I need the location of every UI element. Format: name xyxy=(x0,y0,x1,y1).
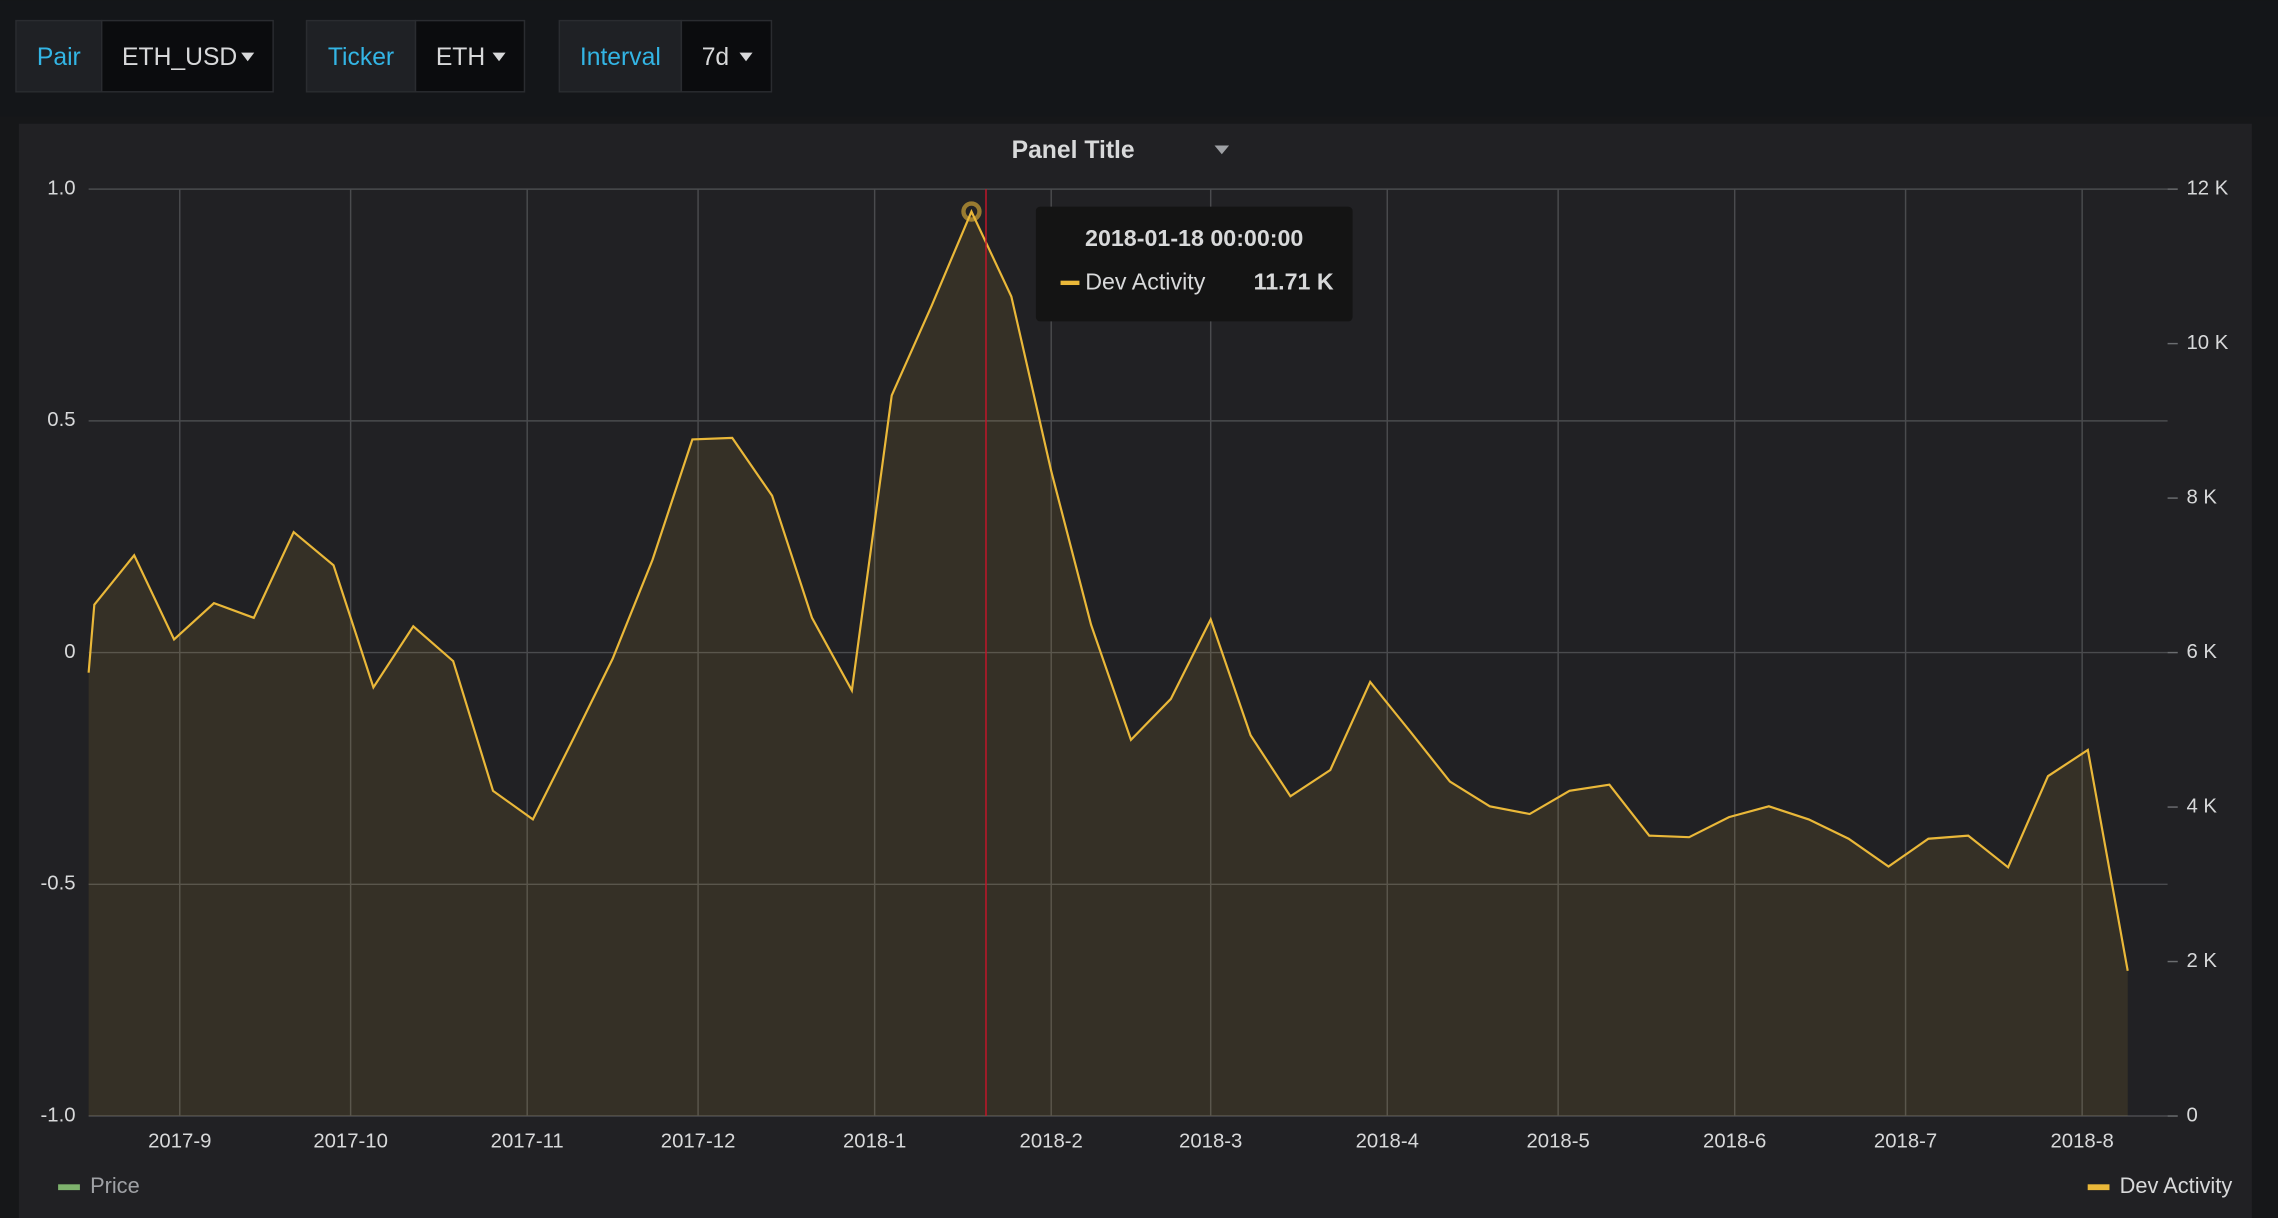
area-fill xyxy=(88,211,2128,1117)
variable-label: Interval xyxy=(580,44,661,71)
dropdown-caret[interactable] xyxy=(739,52,753,62)
x-tick-label: 2018-8 xyxy=(2050,1131,2113,1153)
x-tick-label: 2017-10 xyxy=(313,1131,388,1153)
y-tick-label: 0 xyxy=(64,641,75,663)
legend-label[interactable]: Dev Activity xyxy=(2120,1173,2233,1198)
tooltip-swatch xyxy=(1060,280,1080,286)
y2-tick-label: 10 K xyxy=(2186,332,2228,354)
x-tick-label: 2017-11 xyxy=(491,1131,564,1153)
variable-dropdown[interactable] xyxy=(680,19,773,93)
legend-swatch[interactable] xyxy=(2087,1184,2110,1191)
x-tick-label: 2018-6 xyxy=(1703,1131,1766,1153)
variable-label-box xyxy=(558,19,683,93)
y2-tick-label: 8 K xyxy=(2186,486,2217,508)
y2-tick-label: 4 K xyxy=(2186,795,2217,817)
panel-title[interactable]: Panel Title xyxy=(1012,137,1135,164)
dropdown-caret[interactable] xyxy=(492,52,506,62)
tooltip-title: 2018-01-18 00:00:00 xyxy=(1085,225,1303,251)
variable-dropdown[interactable] xyxy=(414,19,526,93)
x-tick-label: 2018-4 xyxy=(1356,1131,1419,1153)
variable-label: Pair xyxy=(37,44,81,71)
x-tick-label: 2017-9 xyxy=(148,1131,211,1153)
y-tick-label: 1.0 xyxy=(47,178,75,200)
hover-point xyxy=(961,201,982,222)
dropdown-caret[interactable] xyxy=(241,52,255,62)
panel-menu-caret[interactable] xyxy=(1214,145,1230,155)
x-tick-label: 2017-12 xyxy=(661,1131,736,1153)
tooltip xyxy=(1035,206,1353,322)
x-tick-label: 2018-5 xyxy=(1526,1131,1589,1153)
x-tick-label: 2018-1 xyxy=(843,1131,906,1153)
legend-label[interactable]: Price xyxy=(90,1173,140,1198)
x-tick-label: 2018-2 xyxy=(1020,1131,1083,1153)
y2-tick-label: 2 K xyxy=(2186,950,2217,972)
x-tick-label: 2018-3 xyxy=(1179,1131,1242,1153)
y-tick-label: 0.5 xyxy=(47,409,75,431)
tooltip-value: 11.71 K xyxy=(1254,269,1334,295)
series-line xyxy=(87,208,2129,972)
legend-swatch[interactable] xyxy=(58,1184,80,1191)
y2-tick-label: 6 K xyxy=(2186,641,2217,663)
y-tick-label: -1.0 xyxy=(41,1104,76,1126)
variable-label: Ticker xyxy=(328,44,394,71)
variable-value[interactable]: ETH_USD xyxy=(122,44,237,71)
variable-value[interactable]: 7d xyxy=(702,44,729,71)
y2-tick-label: 12 K xyxy=(2186,178,2228,200)
x-tick-label: 2018-7 xyxy=(1874,1131,1937,1153)
y-tick-label: -0.5 xyxy=(41,873,76,895)
variable-value[interactable]: ETH xyxy=(436,44,485,71)
tooltip-series: Dev Activity xyxy=(1085,269,1205,295)
y2-tick-label: 0 xyxy=(2186,1104,2197,1126)
